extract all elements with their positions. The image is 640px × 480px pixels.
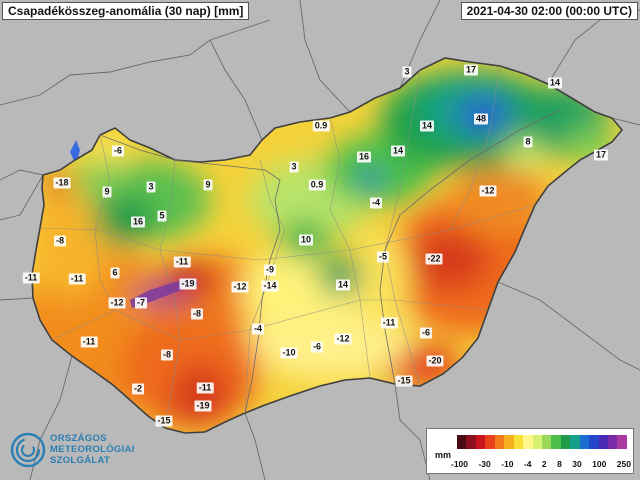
legend-swatch — [551, 435, 561, 449]
legend-tick-label: 30 — [572, 459, 582, 469]
value-label: -5 — [376, 251, 390, 263]
legend-tick-label: -10 — [501, 459, 514, 469]
value-label: 14 — [335, 279, 351, 291]
hungary-border — [31, 57, 624, 434]
tisza-river — [379, 109, 561, 385]
value-label: -8 — [190, 308, 204, 320]
legend-color-bar — [457, 435, 627, 449]
value-label: 48 — [473, 113, 489, 125]
value-label: -11 — [196, 382, 214, 394]
legend-tick-label: 250 — [616, 459, 631, 469]
value-label: -9 — [263, 264, 277, 276]
value-label: -11 — [22, 272, 40, 284]
legend-swatch — [608, 435, 618, 449]
value-label: -15 — [155, 415, 173, 427]
value-label: 10 — [298, 234, 314, 246]
value-label: -7 — [134, 297, 148, 309]
logo-line-2: METEOROLÓGIAI — [50, 444, 135, 455]
legend-swatch — [589, 435, 599, 449]
value-label: -11 — [80, 336, 98, 348]
value-label: -12 — [334, 333, 352, 345]
map-title: Csapadékösszeg-anomália (30 nap) [mm] — [2, 2, 250, 20]
legend-tick-label: 2 — [541, 459, 547, 469]
logo-swirl-icon — [10, 432, 46, 468]
value-label: -12 — [479, 185, 497, 197]
legend-swatch — [598, 435, 608, 449]
legend-swatch — [579, 435, 590, 449]
value-label: -4 — [369, 197, 383, 209]
value-label: -6 — [419, 327, 433, 339]
value-label: -20 — [426, 355, 444, 367]
legend-swatch — [457, 435, 467, 449]
value-label: 3 — [146, 181, 156, 193]
map-timestamp: 2021-04-30 02:00 (00:00 UTC) — [460, 2, 638, 20]
value-label: 6 — [110, 267, 120, 279]
legend-swatch — [485, 435, 495, 449]
value-label: -15 — [395, 375, 413, 387]
value-label: -4 — [251, 323, 265, 335]
value-label: -19 — [179, 278, 197, 290]
value-label: 0.9 — [312, 120, 330, 132]
value-label: -11 — [380, 317, 398, 329]
value-label: 5 — [157, 210, 167, 222]
legend-tick-label: -30 — [478, 459, 491, 469]
value-label: -19 — [194, 400, 212, 412]
value-label: 0.9 — [308, 179, 326, 191]
danube-river — [99, 134, 281, 414]
legend-swatch — [532, 435, 542, 449]
legend-swatch — [513, 435, 524, 449]
legend-swatch — [560, 435, 571, 449]
value-label: -2 — [131, 383, 145, 395]
value-label: -22 — [425, 253, 443, 265]
logo-text: ORSZÁGOS METEOROLÓGIAI SZOLGÁLAT — [50, 433, 135, 466]
legend-swatch — [523, 435, 533, 449]
legend-swatch — [475, 435, 486, 449]
value-label: -14 — [261, 280, 279, 292]
value-label: 9 — [203, 179, 213, 191]
value-label: -10 — [280, 347, 298, 359]
value-label: 17 — [593, 149, 609, 161]
legend-swatch — [466, 435, 476, 449]
value-label: -6 — [111, 145, 125, 157]
value-label: 17 — [463, 64, 479, 76]
value-label: -12 — [108, 297, 126, 309]
legend-tick-label: 100 — [592, 459, 607, 469]
legend-swatch — [570, 435, 580, 449]
value-label: -6 — [310, 341, 324, 353]
value-label: -11 — [173, 256, 191, 268]
value-label: -8 — [53, 235, 67, 247]
color-legend: mm -100 -30 -10 -4 2 8 30 100 250 — [426, 428, 634, 474]
legend-swatch — [541, 435, 552, 449]
value-label: 14 — [390, 145, 406, 157]
value-label: 3 — [289, 161, 299, 173]
value-label: 16 — [130, 216, 146, 228]
legend-tick-label: -4 — [523, 459, 532, 469]
logo-line-3: SZOLGÁLAT — [50, 455, 111, 466]
legend-tick-label: 8 — [557, 459, 562, 469]
value-label: 3 — [402, 66, 412, 78]
legend-unit: mm — [435, 450, 452, 460]
value-label: -12 — [231, 281, 249, 293]
legend-swatch — [617, 435, 627, 449]
legend-swatch — [494, 435, 505, 449]
legend-tick-label: -100 — [451, 459, 469, 469]
value-label: 9 — [102, 186, 112, 198]
legend-ticks: -100 -30 -10 -4 2 8 30 100 250 — [451, 459, 631, 469]
value-label: 14 — [547, 77, 563, 89]
legend-swatch — [504, 435, 514, 449]
value-label: -11 — [68, 273, 86, 285]
value-label: 14 — [419, 120, 435, 132]
value-label: -8 — [160, 349, 174, 361]
logo-line-1: ORSZÁGOS — [50, 433, 107, 444]
value-label: -18 — [53, 177, 71, 189]
omsz-logo: ORSZÁGOS METEOROLÓGIAI SZOLGÁLAT — [8, 428, 158, 474]
value-label: 8 — [523, 136, 533, 148]
value-label: 16 — [356, 151, 372, 163]
county-borders — [39, 65, 536, 429]
